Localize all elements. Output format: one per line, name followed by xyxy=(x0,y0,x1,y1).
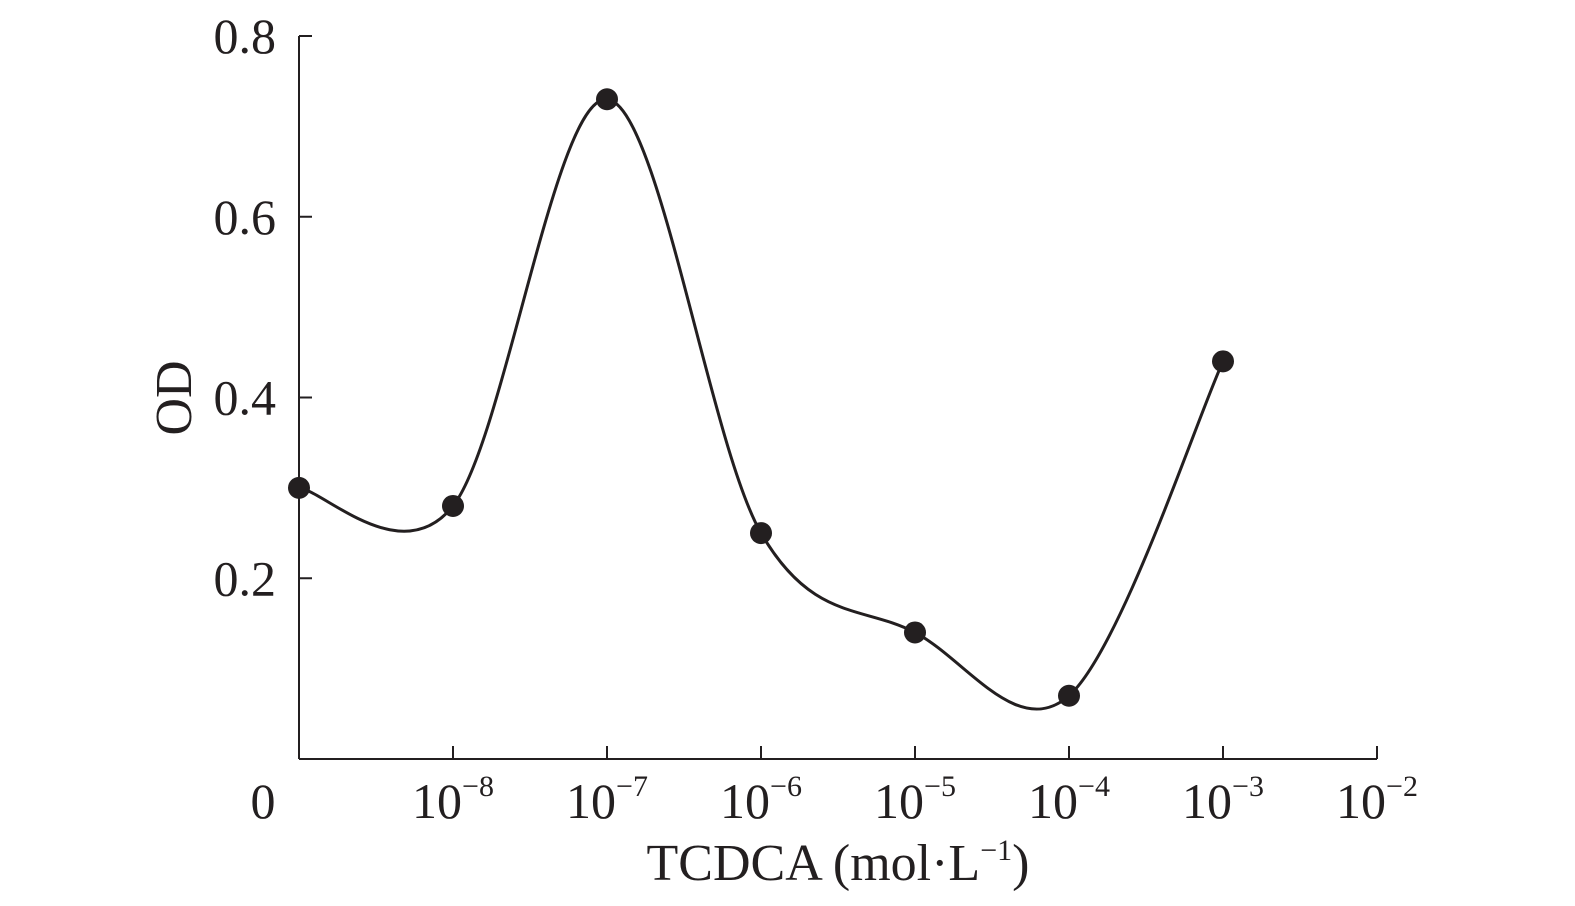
series-curve-layer xyxy=(298,97,1225,711)
data-point xyxy=(288,476,310,499)
x-tick-label: 10−6 xyxy=(720,770,802,829)
x-tick-label: 10−3 xyxy=(1182,770,1264,829)
x-axis-title-close: ) xyxy=(1012,835,1029,892)
x-axis-title-main: TCDCA (mol·L xyxy=(647,835,981,892)
x-axis-title-sup: −1 xyxy=(980,834,1012,867)
data-points-layer xyxy=(288,88,1234,707)
data-point xyxy=(1212,350,1234,373)
x-tick-label: 0 xyxy=(251,773,276,829)
y-tick-label: 0.8 xyxy=(214,8,277,64)
axes xyxy=(298,35,1378,760)
x-tick-label: 10−5 xyxy=(874,770,956,829)
y-tick-label: 0.4 xyxy=(214,370,277,426)
data-point xyxy=(442,494,464,517)
x-tick-label: 10−7 xyxy=(566,770,648,829)
y-tick-label: 0.2 xyxy=(214,550,277,606)
data-point xyxy=(750,522,772,545)
x-tick-label: 10−2 xyxy=(1336,770,1418,829)
series-line xyxy=(298,97,1225,711)
x-tick-label: 10−8 xyxy=(412,770,494,829)
x-axis-title: TCDCA (mol·L−1) xyxy=(647,834,1030,892)
y-tick-label: 0.6 xyxy=(214,189,277,245)
y-axis-title: OD xyxy=(146,360,203,435)
x-tick-label: 10−4 xyxy=(1028,770,1110,829)
data-point xyxy=(1058,684,1080,707)
data-point xyxy=(596,88,618,111)
data-point xyxy=(904,621,926,644)
tick-labels: 0.2 0.4 0.6 0.8 0 10−8 10−7 10−6 10−5 10−4 10−3 10−… xyxy=(214,8,1418,829)
